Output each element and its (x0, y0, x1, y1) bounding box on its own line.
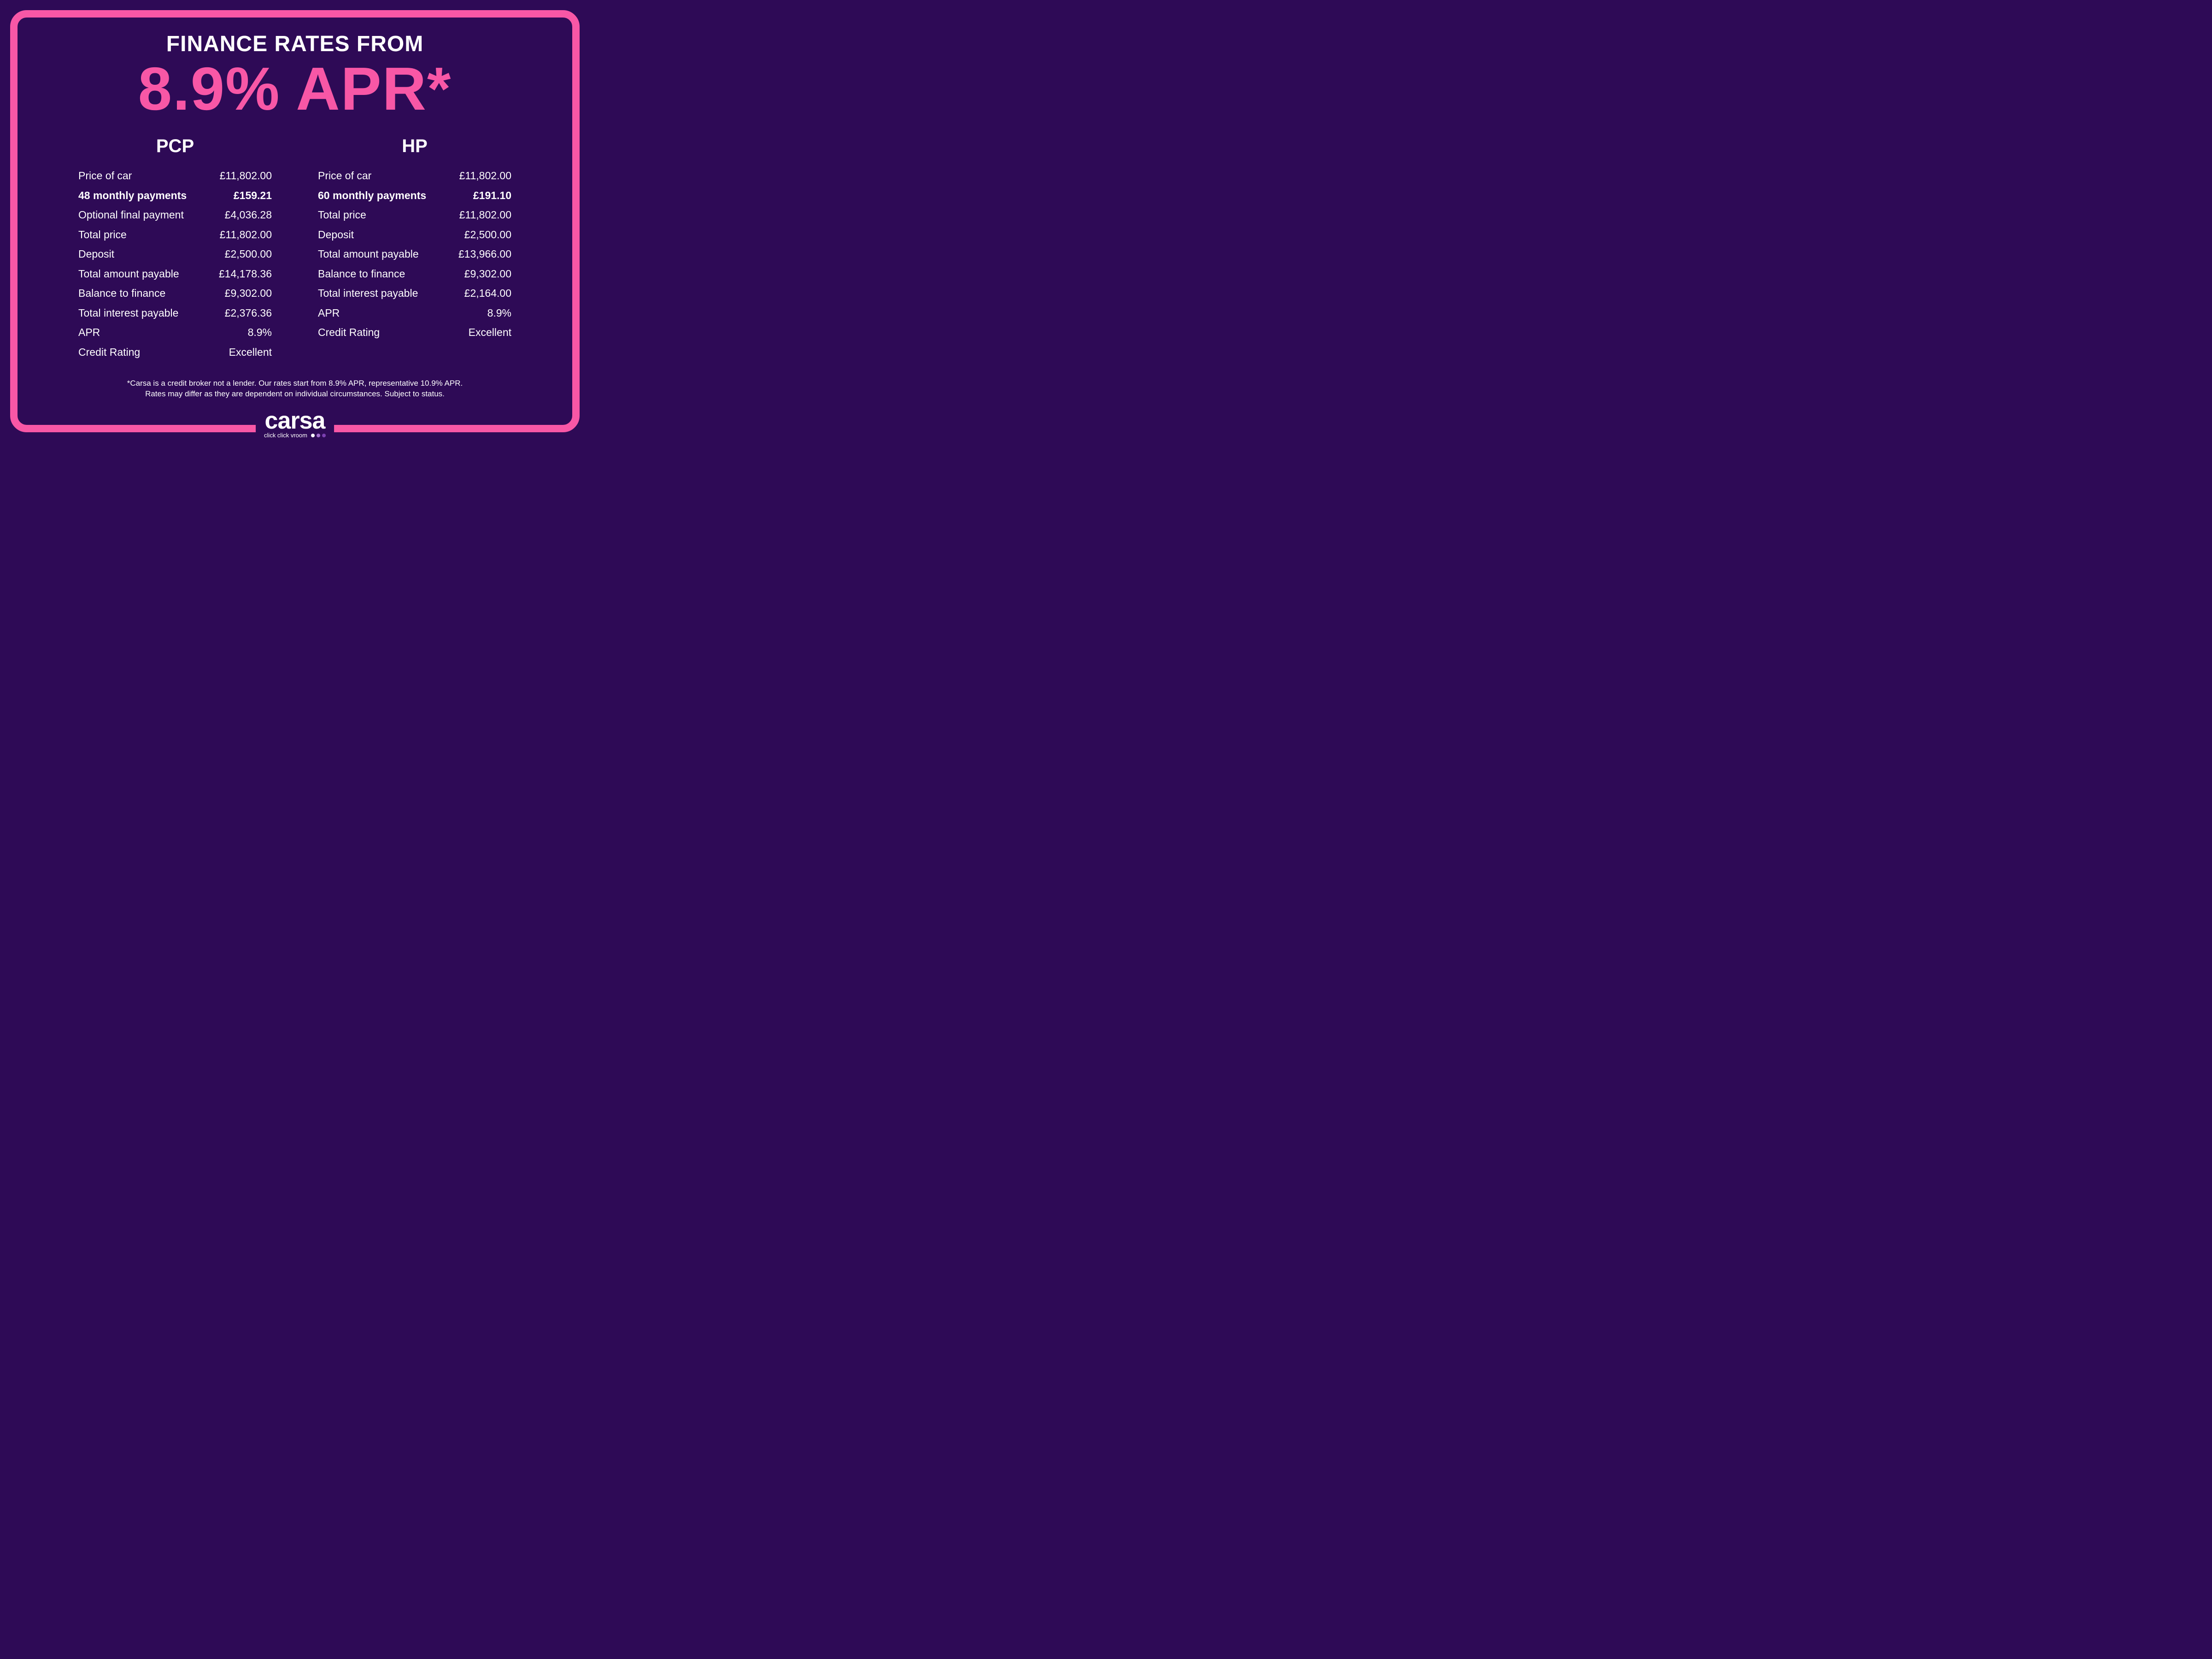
hero-title: FINANCE RATES FROM (18, 31, 571, 57)
pcp-row-label: Price of car (78, 166, 132, 186)
pcp-row: Price of car £11,802.00 (78, 166, 272, 186)
pcp-row: Total interest payable £2,376.36 (78, 303, 272, 323)
pcp-row-label: Total price (78, 225, 127, 245)
hp-row-value: 8.9% (487, 303, 511, 323)
pcp-row-value: Excellent (229, 342, 272, 362)
hp-row-label: Balance to finance (318, 264, 405, 284)
hp-row: Total price £11,802.00 (318, 205, 511, 225)
pcp-row-value: £14,178.36 (219, 264, 272, 284)
hp-row-value: £9,302.00 (464, 264, 511, 284)
disclaimer-line2: Rates may differ as they are dependent o… (18, 389, 571, 400)
pcp-row-value: £4,036.28 (225, 205, 272, 225)
pcp-row-value: £11,802.00 (220, 225, 272, 245)
dot-icon (311, 434, 315, 437)
hp-row-value: £2,164.00 (464, 283, 511, 303)
hp-row: Credit Rating Excellent (318, 323, 511, 342)
logo-dots (311, 434, 326, 437)
hp-row-label: Deposit (318, 225, 354, 245)
pcp-row: Total amount payable £14,178.36 (78, 264, 272, 284)
dot-icon (322, 434, 326, 437)
content-area: FINANCE RATES FROM 8.9% APR* PCP Price o… (18, 28, 571, 415)
pcp-row: 48 monthly payments £159.21 (78, 186, 272, 206)
finance-tables: PCP Price of car£11,802.0048 monthly pay… (18, 136, 571, 362)
hp-row-label: 60 monthly payments (318, 186, 426, 206)
hp-row-label: Total interest payable (318, 283, 418, 303)
hp-row: Price of car £11,802.00 (318, 166, 511, 186)
hp-row-value: £191.10 (473, 186, 511, 206)
logo-text: carsa (264, 409, 326, 433)
pcp-row-value: 8.9% (248, 323, 272, 342)
hp-row-value: £2,500.00 (464, 225, 511, 245)
hp-row-value: £11,802.00 (459, 166, 511, 186)
hp-row: 60 monthly payments £191.10 (318, 186, 511, 206)
pcp-row-value: £159.21 (234, 186, 272, 206)
hp-row-label: Total amount payable (318, 244, 419, 264)
hp-column: HP Price of car£11,802.0060 monthly paym… (318, 136, 511, 362)
pcp-row: Balance to finance £9,302.00 (78, 283, 272, 303)
hero-rate: 8.9% APR* (18, 59, 571, 119)
hp-row-value: £11,802.00 (459, 205, 511, 225)
pcp-row-value: £9,302.00 (225, 283, 272, 303)
dot-icon (317, 434, 320, 437)
pcp-row: Deposit £2,500.00 (78, 244, 272, 264)
disclaimer-line1: *Carsa is a credit broker not a lender. … (18, 378, 571, 389)
pcp-rows: Price of car£11,802.0048 monthly payment… (78, 166, 272, 362)
pcp-row-label: Total amount payable (78, 264, 179, 284)
pcp-row-label: Optional final payment (78, 205, 184, 225)
pcp-row-label: Total interest payable (78, 303, 178, 323)
pcp-row-label: Deposit (78, 244, 114, 264)
pcp-row-label: APR (78, 323, 100, 342)
pcp-row-value: £2,376.36 (225, 303, 272, 323)
hp-row: Total interest payable £2,164.00 (318, 283, 511, 303)
hp-row-value: £13,966.00 (458, 244, 511, 264)
hp-row-value: Excellent (469, 323, 511, 342)
pcp-row-label: Balance to finance (78, 283, 165, 303)
hp-row-label: Credit Rating (318, 323, 380, 342)
pcp-row: Credit Rating Excellent (78, 342, 272, 362)
logo-tagline-text: click click vroom (264, 432, 307, 439)
pcp-row-value: £2,500.00 (225, 244, 272, 264)
hp-rows: Price of car£11,802.0060 monthly payment… (318, 166, 511, 342)
logo: carsa click click vroom (256, 409, 334, 439)
hp-row-label: Total price (318, 205, 366, 225)
hp-title: HP (318, 136, 511, 157)
pcp-row: Optional final payment £4,036.28 (78, 205, 272, 225)
pcp-row-value: £11,802.00 (220, 166, 272, 186)
pcp-row-label: 48 monthly payments (78, 186, 187, 206)
pcp-row-label: Credit Rating (78, 342, 140, 362)
hp-row: Balance to finance £9,302.00 (318, 264, 511, 284)
hp-row: Total amount payable £13,966.00 (318, 244, 511, 264)
disclaimer: *Carsa is a credit broker not a lender. … (18, 378, 571, 400)
pcp-row: Total price £11,802.00 (78, 225, 272, 245)
hp-row: APR 8.9% (318, 303, 511, 323)
hp-row-label: Price of car (318, 166, 371, 186)
pcp-row: APR 8.9% (78, 323, 272, 342)
hp-row: Deposit £2,500.00 (318, 225, 511, 245)
hp-row-label: APR (318, 303, 340, 323)
pcp-column: PCP Price of car£11,802.0048 monthly pay… (78, 136, 272, 362)
pcp-title: PCP (78, 136, 272, 157)
